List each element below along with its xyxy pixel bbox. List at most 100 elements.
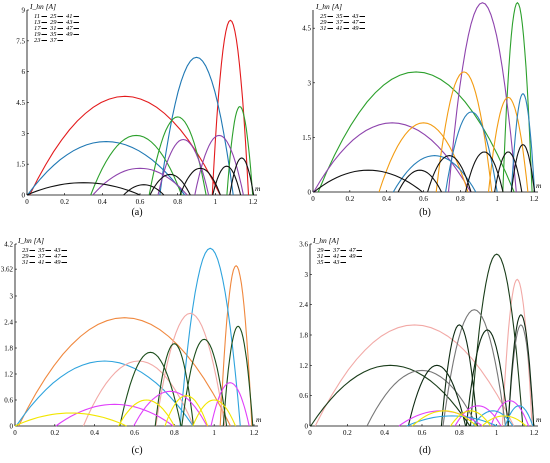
series-37-lobe xyxy=(407,364,467,427)
legend-label: 29 xyxy=(50,19,57,26)
x-tick-label: 0.2 xyxy=(343,429,352,437)
series-49-lobe xyxy=(14,412,127,427)
series-29-lobe xyxy=(313,122,472,193)
series-29-lobe xyxy=(447,2,517,193)
series-37-lobe xyxy=(507,314,535,427)
legend-label: 43 xyxy=(54,247,61,254)
legend-label: 17 xyxy=(34,25,41,32)
series-19-lobe xyxy=(194,134,244,196)
x-axis-label: m xyxy=(256,415,262,424)
x-tick-label: 0.2 xyxy=(60,198,69,206)
y-tick-label: 3 xyxy=(305,271,309,279)
series-35-lobe xyxy=(445,111,498,193)
x-tick-label: 0.4 xyxy=(90,429,99,437)
x-tick-label: 0 xyxy=(311,195,315,203)
series-17-lobe xyxy=(148,116,207,196)
x-tick-label: 1.2 xyxy=(530,195,539,203)
series-35-lobe xyxy=(392,155,477,193)
y-tick-label: 1.8 xyxy=(299,332,308,340)
series-35-lobe xyxy=(154,343,195,427)
x-tick-label: 0.8 xyxy=(173,198,182,206)
x-tick-label: 0.8 xyxy=(170,429,179,437)
panel-caption: (a) xyxy=(131,207,142,218)
legend-label: 37 xyxy=(332,247,340,254)
series-49-lobe xyxy=(412,410,477,427)
x-tick-label: 0.8 xyxy=(455,429,464,437)
series-23-lobe xyxy=(18,317,231,427)
legend-label: 23 xyxy=(22,247,29,254)
y-tick-label: 3 xyxy=(10,293,14,301)
panel-d: 0 0.2 0.4 0.6 0.8 1 1.2 0 0.6 1.2 1.8 2.4 3 3.6 I_hn [… xyxy=(299,236,542,456)
y-tick-label: 2.4 xyxy=(299,301,308,309)
x-tick-label: 1 xyxy=(214,198,218,206)
x-axis-label: m xyxy=(536,181,542,190)
y-tick-label: 3.6 xyxy=(299,241,308,249)
y-tick-label: 3 xyxy=(308,79,312,87)
x-tick-label: 0 xyxy=(25,198,29,206)
series-37-lobe xyxy=(397,169,442,193)
legend-label: 25 xyxy=(50,13,57,20)
series-29-lobe xyxy=(314,324,515,427)
y-axis-label: I_hn [A] xyxy=(315,2,342,11)
y-tick-label: 1.2 xyxy=(299,362,308,370)
y-tick-label: 4.2 xyxy=(4,241,13,249)
y-tick-label: 0 xyxy=(308,189,312,197)
legend-label: 37 xyxy=(37,253,45,260)
legend-label: 49 xyxy=(349,253,356,260)
series-35-lobe xyxy=(181,338,228,427)
x-tick-label: 0.2 xyxy=(345,195,354,203)
x-tick-label: 0.6 xyxy=(130,429,139,437)
x-tick-label: 0 xyxy=(13,429,17,437)
legend-label: 49 xyxy=(54,259,61,266)
legend-label: 43 xyxy=(333,259,340,266)
legend-label: 31 xyxy=(21,259,29,266)
legend-label: 35 xyxy=(335,13,343,20)
series-37-lobe xyxy=(510,144,536,193)
legend-label: 41 xyxy=(66,13,73,20)
y-tick-label: 0.6 xyxy=(4,397,13,405)
legend-label: 13 xyxy=(34,19,41,26)
legend-label: 37 xyxy=(49,37,57,44)
x-axis-label: m xyxy=(255,184,261,193)
x-tick-label: 0.6 xyxy=(418,429,427,437)
series-37-lobe xyxy=(465,329,509,427)
y-axis-label: I_hn [A] xyxy=(17,236,44,245)
x-tick-label: 1 xyxy=(495,195,499,203)
y-tick-label: 7.5 xyxy=(16,37,25,45)
legend-label: 31 xyxy=(49,25,57,32)
series-31-lobe xyxy=(435,71,493,193)
series-19-lobe xyxy=(157,138,210,196)
legend-label: 31 xyxy=(319,25,327,32)
series-49-lobe xyxy=(118,399,175,427)
x-tick-label: 0.6 xyxy=(136,198,145,206)
series-49-lobe xyxy=(164,395,209,427)
x-tick-label: 1.2 xyxy=(249,198,258,206)
legend-label: 29 xyxy=(22,253,29,260)
series-17-lobe xyxy=(90,134,183,196)
series-49-lobe xyxy=(481,415,527,427)
series-13-lobe xyxy=(27,141,186,196)
y-tick-label: 2.4 xyxy=(4,319,13,327)
legend-label: 37 xyxy=(335,19,343,26)
y-tick-label: 3 xyxy=(22,130,26,138)
legend-label: 43 xyxy=(66,19,73,26)
series-31-lobe xyxy=(155,312,226,427)
y-axis-label: I_hn [A] xyxy=(29,2,56,11)
series-11-lobe xyxy=(29,95,221,196)
series-31-lobe xyxy=(469,253,524,427)
legend-label: 35 xyxy=(49,31,57,38)
series-49-lobe xyxy=(192,399,237,427)
y-tick-label: 6 xyxy=(22,68,26,76)
y-tick-label: 4.5 xyxy=(16,99,25,107)
legend-label: 49 xyxy=(66,31,73,38)
series-41-lobe xyxy=(55,403,174,427)
panel-c: 0 0.2 0.4 0.6 0.8 1 1.2 0 0.6 1.2 1.8 2.4 3 3.62 4.2 I_… xyxy=(1,236,262,456)
legend-label: 41 xyxy=(336,25,343,32)
series-41-lobe xyxy=(454,405,502,427)
y-tick-label: 1.8 xyxy=(4,345,13,353)
legend-label: 41 xyxy=(38,259,45,266)
series-43-lobe xyxy=(504,405,534,427)
legend-label: 47 xyxy=(349,247,356,254)
x-tick-label: 1 xyxy=(495,429,499,437)
